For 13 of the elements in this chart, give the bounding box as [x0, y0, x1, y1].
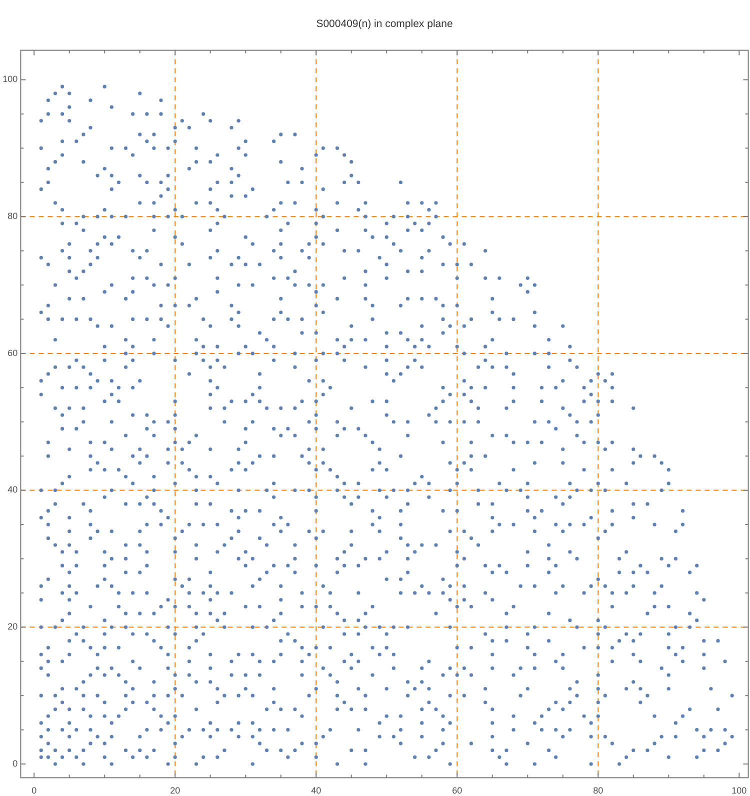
x-tick-label: 40 [311, 785, 322, 796]
y-tick-label: 40 [8, 484, 18, 495]
y-tick-label: 60 [8, 348, 18, 358]
y-tick-label: 20 [8, 622, 18, 632]
x-tick-label: 80 [593, 785, 604, 796]
x-tick-label: 20 [170, 785, 180, 796]
y-tick-label: 0 [12, 758, 18, 768]
chart-title: S000409(n) in complex plane [316, 18, 453, 30]
x-tick-label: 0 [32, 785, 37, 796]
x-tick-label: 60 [452, 785, 462, 796]
x-tick-label: 100 [732, 785, 747, 796]
y-tick-label: 80 [8, 210, 18, 221]
y-tick-label: 100 [2, 74, 18, 84]
